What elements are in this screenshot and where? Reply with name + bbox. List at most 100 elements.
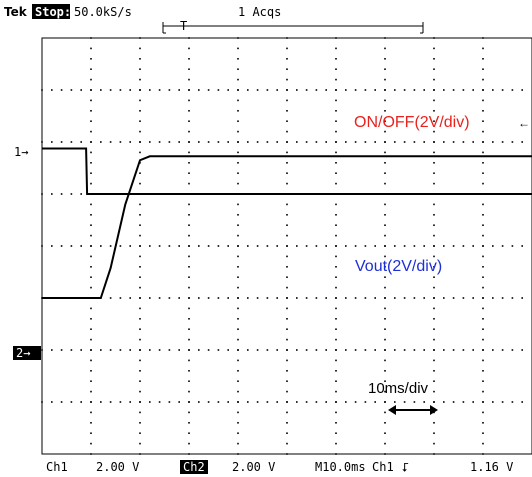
grid-dot bbox=[384, 130, 386, 133]
grid-dot bbox=[119, 141, 122, 143]
grid-dot bbox=[433, 110, 435, 112]
grid-dot bbox=[286, 359, 288, 362]
grid-dot bbox=[139, 255, 141, 258]
grid-dot bbox=[158, 245, 161, 247]
run-state-badge bbox=[32, 4, 70, 19]
grid-dot bbox=[90, 359, 92, 362]
grid-dot bbox=[433, 203, 435, 206]
grid-dot bbox=[139, 151, 141, 154]
grid-dot bbox=[335, 442, 337, 445]
grid-dot bbox=[256, 245, 259, 247]
grid-dot bbox=[139, 432, 141, 434]
acquisition-count: 1 Acqs bbox=[238, 5, 281, 19]
grid-dot bbox=[384, 338, 386, 341]
grid-dot bbox=[511, 401, 514, 403]
grid-dot bbox=[423, 349, 425, 351]
grid-dot bbox=[139, 401, 141, 403]
grid-dot bbox=[188, 307, 190, 310]
grid-dot bbox=[188, 172, 190, 174]
grid-dot bbox=[335, 151, 337, 154]
grid-dot bbox=[237, 245, 239, 247]
grid-dot bbox=[217, 89, 220, 91]
grid-dot bbox=[482, 297, 484, 299]
grid-dot bbox=[452, 141, 455, 143]
grid-dot bbox=[452, 349, 455, 351]
grid-dot bbox=[315, 89, 318, 91]
grid-dot bbox=[384, 58, 386, 60]
grid-dot bbox=[433, 286, 435, 289]
grid-dot bbox=[335, 380, 337, 382]
grid-dot bbox=[188, 224, 190, 226]
grid-dot bbox=[433, 89, 435, 91]
grid-dot bbox=[90, 151, 92, 154]
grid-dot bbox=[237, 411, 239, 414]
grid-dot bbox=[482, 432, 484, 434]
grid-dot bbox=[384, 307, 386, 310]
grid-dot bbox=[482, 234, 484, 237]
grid-dot bbox=[394, 245, 396, 247]
grid-dot bbox=[80, 245, 82, 247]
grid-dot bbox=[90, 401, 92, 403]
grid-dot bbox=[433, 349, 435, 351]
grid-dot bbox=[443, 297, 445, 299]
grid-dot bbox=[462, 141, 465, 143]
grid-dot bbox=[413, 349, 416, 351]
grid-dot bbox=[296, 89, 298, 91]
grid-dot bbox=[188, 432, 190, 434]
grid-dot bbox=[217, 245, 220, 247]
grid-dot bbox=[237, 172, 239, 174]
timebase-annotation: 10ms/div bbox=[368, 380, 429, 397]
grid-dot bbox=[90, 224, 92, 226]
grid-dot bbox=[266, 141, 269, 143]
grid-dot bbox=[266, 89, 269, 91]
grid-dot bbox=[384, 224, 386, 226]
grid-dot bbox=[188, 276, 190, 278]
grid-dot bbox=[492, 297, 494, 299]
grid-dot bbox=[452, 297, 455, 299]
grid-dot bbox=[286, 182, 288, 185]
grid-dot bbox=[443, 349, 445, 351]
grid-dot bbox=[433, 401, 435, 403]
grid-dot bbox=[90, 47, 92, 50]
grid-dot bbox=[139, 370, 141, 372]
grid-dot bbox=[70, 245, 73, 247]
ch1-scale: 2.00 V bbox=[96, 460, 139, 474]
grid-dot bbox=[129, 401, 131, 403]
grid-dot bbox=[433, 328, 435, 330]
grid-dot bbox=[384, 162, 386, 164]
grid-dot bbox=[139, 328, 141, 330]
grid-dot bbox=[482, 266, 484, 268]
grid-dot bbox=[90, 349, 92, 351]
grid-dot bbox=[286, 255, 288, 258]
grid-dot bbox=[482, 141, 484, 143]
grid-dot bbox=[178, 349, 180, 351]
grid-dot bbox=[188, 255, 190, 258]
grid-dot bbox=[482, 286, 484, 289]
grid-dot bbox=[286, 411, 288, 414]
grid-dot bbox=[129, 297, 131, 299]
grid-dot bbox=[158, 297, 161, 299]
grid-dot bbox=[482, 172, 484, 174]
grid-dot bbox=[139, 234, 141, 237]
grid-dot bbox=[403, 349, 406, 351]
grid-dot bbox=[286, 245, 288, 247]
grid-dot bbox=[286, 68, 288, 70]
grid-dot bbox=[266, 297, 269, 299]
grid-dot bbox=[433, 58, 435, 60]
grid-dot bbox=[227, 297, 229, 299]
grid-dot bbox=[335, 359, 337, 362]
grid-dot bbox=[90, 172, 92, 174]
grid-dot bbox=[345, 141, 347, 143]
grid-dot bbox=[90, 255, 92, 258]
grid-dot bbox=[198, 141, 200, 143]
grid-dot bbox=[188, 151, 190, 154]
grid-dot bbox=[139, 318, 141, 320]
grid-dot bbox=[217, 401, 220, 403]
grid-dot bbox=[521, 141, 523, 143]
grid-dot bbox=[384, 401, 386, 403]
grid-dot bbox=[51, 193, 53, 195]
grid-dot bbox=[325, 297, 327, 299]
grid-dot bbox=[247, 245, 249, 247]
grid-dot bbox=[433, 47, 435, 50]
grid-dot bbox=[384, 266, 386, 268]
